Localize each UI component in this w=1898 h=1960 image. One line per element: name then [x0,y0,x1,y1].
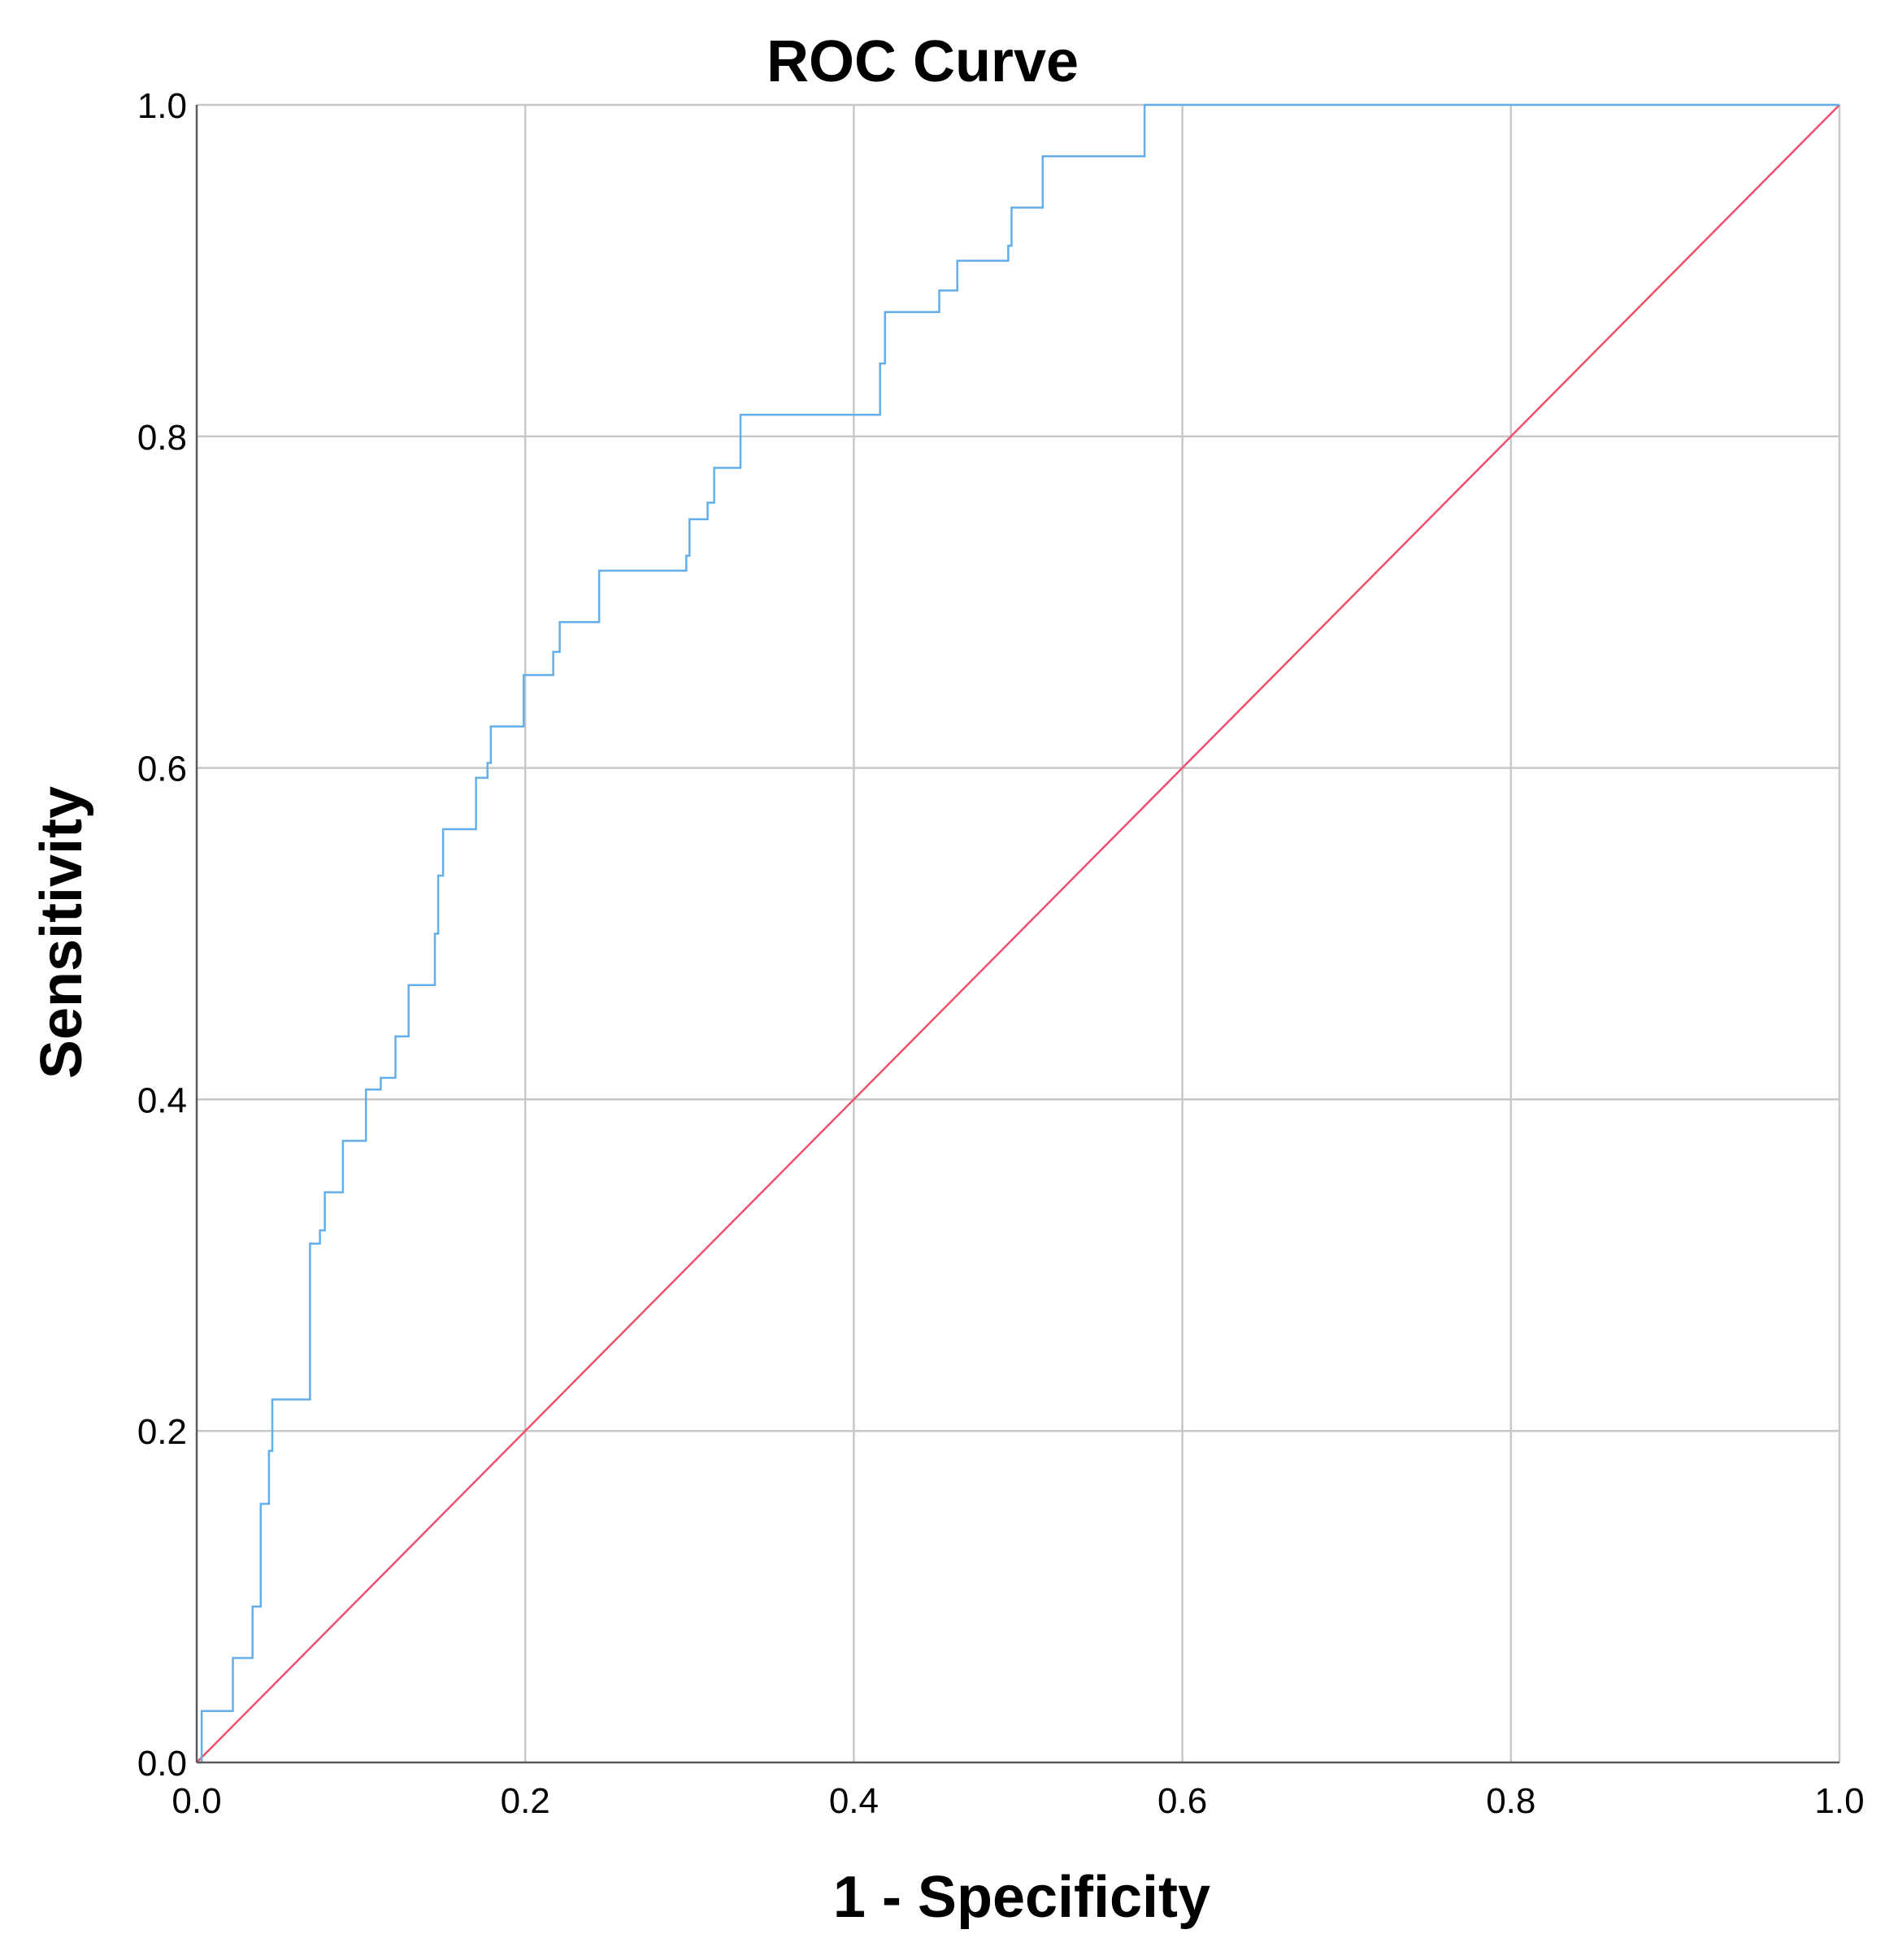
y-axis-title: Sensitivity [29,786,94,1079]
y-tick-labels: 0.0 0.2 0.4 0.6 0.8 1.0 [137,86,187,1784]
y-tick-label: 0.4 [137,1080,187,1120]
x-tick-label: 0.4 [829,1781,879,1821]
roc-curve-line [197,103,1839,1764]
y-tick-label: 0.0 [137,1744,187,1784]
y-tick-label: 0.2 [137,1412,187,1452]
x-tick-label: 0.2 [501,1781,550,1821]
roc-curve-layer [197,103,1839,1764]
reference-diagonal-line [196,104,1840,1763]
y-tick-label: 0.6 [137,750,187,789]
grid-lines [197,103,1841,1762]
y-tick-label: 1.0 [137,86,187,126]
x-tick-label: 0.0 [172,1781,221,1821]
x-tick-label: 0.8 [1486,1781,1535,1821]
x-tick-label: 1.0 [1814,1781,1864,1821]
x-axis-title: 1 - Specificity [833,1865,1210,1930]
reference-line-layer [196,104,1840,1763]
y-tick-label: 0.8 [137,418,187,458]
x-tick-label: 0.6 [1157,1781,1207,1821]
x-tick-labels: 0.0 0.2 0.4 0.6 0.8 1.0 [172,1781,1864,1821]
plot-frame-layer [195,105,1839,1764]
chart-title: ROC Curve [767,29,1079,94]
